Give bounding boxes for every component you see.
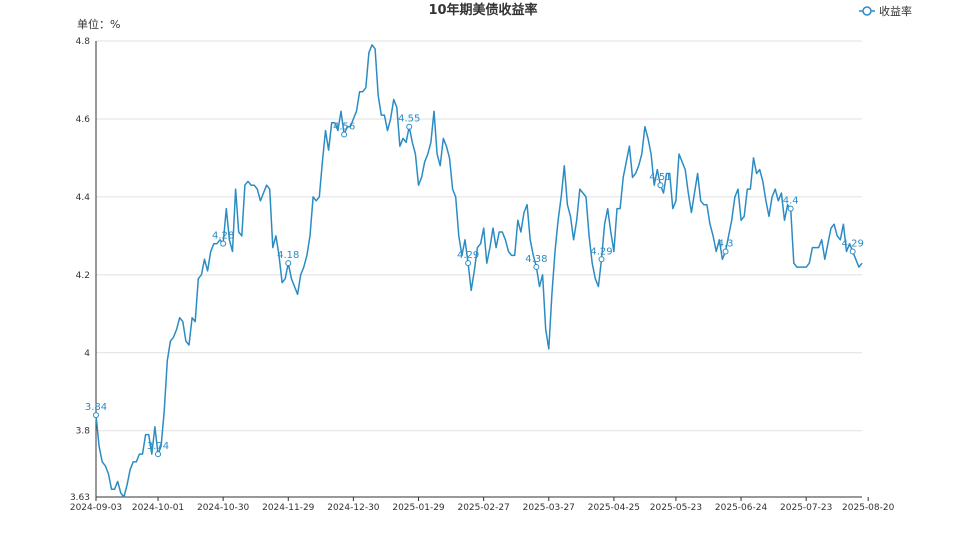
y-axis: 4.8 4.6 4.4 4.2 4 3.8 3.63 xyxy=(70,37,97,503)
x-tick-label: 2025-06-24 xyxy=(715,503,768,513)
x-tick-label: 2025-08-20 xyxy=(842,503,895,513)
data-label: 4.29 xyxy=(842,238,864,249)
data-label: 4.29 xyxy=(457,250,479,261)
data-point-marker xyxy=(93,412,99,419)
x-tick-label: 2025-07-23 xyxy=(780,503,832,513)
data-label: 4.55 xyxy=(398,114,420,125)
x-tick-label: 2025-04-25 xyxy=(588,503,640,513)
x-axis: 2024-09-03 2024-10-01 2024-10-30 2024-11-29… xyxy=(70,496,895,513)
data-point-marker xyxy=(155,451,162,458)
data-label: 4.3 xyxy=(718,238,734,249)
legend[interactable]: 收益率 xyxy=(859,4,912,18)
data-point-marker xyxy=(787,205,794,212)
x-tick-label: 2024-12-30 xyxy=(327,503,380,513)
y-tick-label: 4.4 xyxy=(76,193,91,203)
x-tick-label: 2024-11-29 xyxy=(262,503,315,513)
data-point-marker xyxy=(285,260,292,267)
data-point-marker xyxy=(722,248,729,255)
data-point-marker xyxy=(849,248,856,255)
x-tick-label: 2025-05-23 xyxy=(650,503,702,513)
data-label: 4.4 xyxy=(783,196,799,207)
data-point-marker xyxy=(465,260,472,267)
y-tick-label: 3.8 xyxy=(76,427,91,437)
data-point-marker xyxy=(220,240,227,247)
x-tick-label: 2024-09-03 xyxy=(70,503,122,513)
data-label: 3.74 xyxy=(147,441,169,452)
x-tick-label: 2024-10-01 xyxy=(132,503,184,513)
data-point-marker xyxy=(406,123,413,130)
data-point-marker xyxy=(533,264,540,271)
y-tick-label: 4.6 xyxy=(76,115,91,125)
x-tick-label: 2025-01-29 xyxy=(392,503,445,513)
data-label: 4.18 xyxy=(277,250,299,261)
data-point-marker xyxy=(657,182,664,189)
y-tick-label: 3.63 xyxy=(70,493,90,503)
series-group xyxy=(95,44,863,498)
data-label: 4.56 xyxy=(333,122,355,133)
x-tick-label: 2025-02-27 xyxy=(457,503,509,513)
data-label: 3.84 xyxy=(85,402,107,413)
chart-title: 10年期美债收益率 xyxy=(428,2,537,18)
x-tick-label: 2025-03-27 xyxy=(523,503,575,513)
data-label: 4.29 xyxy=(590,246,612,257)
y-tick-label: 4.8 xyxy=(76,37,91,47)
data-point-marker xyxy=(598,256,605,263)
data-labels: 3.84 3.74 4.28 4.18 4.56 4.55 4.29 4.38 4.29 4.51… xyxy=(85,114,864,458)
unit-label: 单位：% xyxy=(77,17,120,31)
data-label: 4.28 xyxy=(212,231,234,242)
y-tick-label: 4 xyxy=(84,349,90,359)
y-tick-label: 4.2 xyxy=(76,271,90,281)
grid-lines xyxy=(96,40,862,432)
data-point-marker xyxy=(341,131,348,138)
legend-marker-icon xyxy=(862,6,872,16)
legend-item-label: 收益率 xyxy=(879,4,912,18)
x-tick-label: 2024-10-30 xyxy=(197,503,250,513)
series-line-yield xyxy=(95,44,863,498)
data-label: 4.38 xyxy=(525,254,547,265)
data-label: 4.51 xyxy=(649,172,671,183)
